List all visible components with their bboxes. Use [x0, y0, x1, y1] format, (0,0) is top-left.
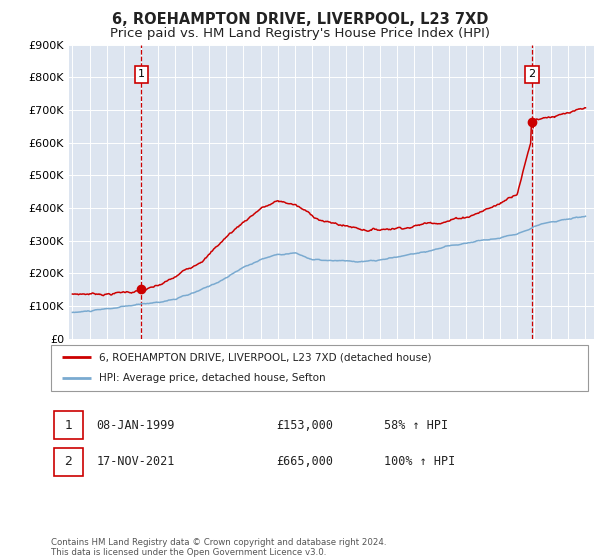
- Text: 58% ↑ HPI: 58% ↑ HPI: [384, 419, 448, 432]
- FancyBboxPatch shape: [53, 448, 83, 475]
- Text: 6, ROEHAMPTON DRIVE, LIVERPOOL, L23 7XD (detached house): 6, ROEHAMPTON DRIVE, LIVERPOOL, L23 7XD …: [100, 352, 432, 362]
- Text: Contains HM Land Registry data © Crown copyright and database right 2024.
This d: Contains HM Land Registry data © Crown c…: [51, 538, 386, 557]
- Text: 1: 1: [65, 419, 73, 432]
- Text: £153,000: £153,000: [277, 419, 334, 432]
- Text: 17-NOV-2021: 17-NOV-2021: [97, 455, 175, 468]
- Text: 1: 1: [138, 69, 145, 79]
- Text: HPI: Average price, detached house, Sefton: HPI: Average price, detached house, Seft…: [100, 374, 326, 384]
- FancyBboxPatch shape: [53, 412, 83, 439]
- Text: £665,000: £665,000: [277, 455, 334, 468]
- Text: 2: 2: [65, 455, 73, 468]
- Text: 100% ↑ HPI: 100% ↑ HPI: [384, 455, 455, 468]
- Text: 2: 2: [529, 69, 536, 79]
- Text: 6, ROEHAMPTON DRIVE, LIVERPOOL, L23 7XD: 6, ROEHAMPTON DRIVE, LIVERPOOL, L23 7XD: [112, 12, 488, 27]
- FancyBboxPatch shape: [51, 345, 588, 391]
- Text: Price paid vs. HM Land Registry's House Price Index (HPI): Price paid vs. HM Land Registry's House …: [110, 27, 490, 40]
- Text: 08-JAN-1999: 08-JAN-1999: [97, 419, 175, 432]
